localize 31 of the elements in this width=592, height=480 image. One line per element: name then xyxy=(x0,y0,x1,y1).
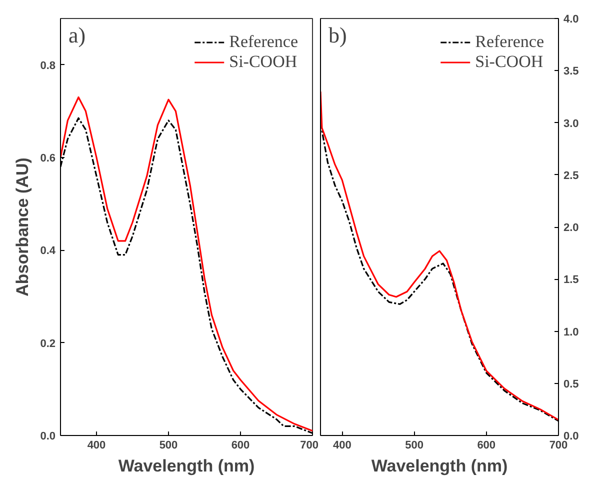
x-tick-label: 600 xyxy=(231,440,250,452)
legend-label: Si-COOH xyxy=(229,52,298,72)
legend-label: Reference xyxy=(229,32,298,52)
y2-tick-label: 2.0 xyxy=(564,222,579,234)
x-tick-label: 400 xyxy=(87,440,106,452)
x-axis-title: Wavelength (nm) xyxy=(118,456,255,476)
x-tick-label: 700 xyxy=(300,440,319,452)
y-tick-label: 0.2 xyxy=(40,338,56,350)
x-axis-title: Wavelength (nm) xyxy=(371,456,508,476)
legend-label: Reference xyxy=(475,32,544,52)
y-tick-label: 0.6 xyxy=(40,152,56,164)
x-tick-label: 700 xyxy=(549,440,568,452)
y2-tick-label: 3.0 xyxy=(564,118,579,130)
chart-title: a) xyxy=(68,22,86,48)
y2-tick-label: 0.5 xyxy=(564,378,579,390)
y2-tick-label: 1.5 xyxy=(564,274,579,286)
x-tick-label: 500 xyxy=(405,440,424,452)
x-tick-label: 400 xyxy=(332,440,352,452)
y-tick-label: 0.0 xyxy=(40,430,56,442)
x-tick-label: 600 xyxy=(477,440,496,452)
x-tick-label: 500 xyxy=(159,440,178,452)
y2-tick-label: 1.0 xyxy=(564,326,579,338)
y2-tick-label: 4.0 xyxy=(564,14,579,26)
legend-label: Si-COOH xyxy=(475,52,544,72)
y2-tick-label: 3.5 xyxy=(564,66,579,78)
y-tick-label: 0.8 xyxy=(40,60,56,72)
y-tick-label: 0.4 xyxy=(40,245,56,258)
y-axis-title: Absorbance (AU) xyxy=(13,158,32,296)
y2-tick-label: 2.5 xyxy=(564,170,579,182)
y2-tick-label: 0.0 xyxy=(564,430,579,442)
chart-title: b) xyxy=(328,22,347,48)
